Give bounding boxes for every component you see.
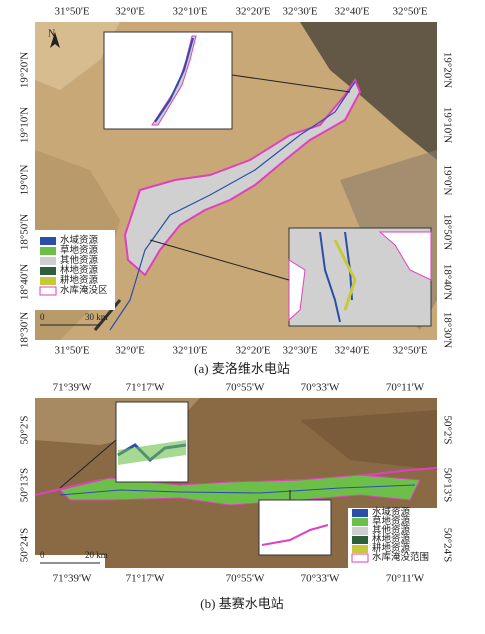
- longitude-label: 71°39'W: [53, 382, 92, 394]
- legend-label: 水库淹没区: [60, 284, 108, 296]
- legend-label: 草地资源: [60, 244, 99, 256]
- scale-zero: 0: [40, 550, 45, 560]
- legend-swatch: [40, 277, 56, 285]
- legend-label: 草地资源: [372, 515, 411, 527]
- latitude-label: 19°0'N: [19, 165, 31, 196]
- latitude-label: 18°30'N: [19, 312, 31, 348]
- longitude-label: 70°55'W: [226, 573, 265, 585]
- map-a: [35, 22, 437, 340]
- legend-swatch: [40, 257, 56, 265]
- longitude-label: 70°11'W: [386, 382, 425, 394]
- longitude-label: 31°50'E: [54, 6, 89, 18]
- legend-label: 耕地资源: [60, 274, 99, 286]
- latitude-label: 50°24'S: [441, 528, 453, 563]
- scale-zero: 0: [40, 312, 45, 322]
- latitude-label: 50°2'S: [441, 416, 453, 445]
- longitude-label: 70°55'W: [226, 382, 265, 394]
- longitude-label: 70°11'W: [386, 573, 425, 585]
- legend-swatch: [40, 237, 56, 245]
- longitude-label: 31°50'E: [54, 345, 89, 357]
- latitude-label: 18°50'N: [441, 214, 453, 250]
- legend-swatch: [352, 536, 368, 544]
- legend-label: 耕地资源: [372, 542, 411, 554]
- longitude-label: 71°17'W: [126, 382, 165, 394]
- longitude-label: 32°0'E: [115, 345, 145, 357]
- latitude-label: 18°40'N: [19, 264, 31, 300]
- legend-swatch: [40, 267, 56, 275]
- legend-label: 水库淹没范围: [372, 551, 429, 563]
- latitude-label: 19°10'N: [441, 107, 453, 143]
- longitude-label: 32°20'E: [235, 6, 270, 18]
- scale-distance: 30 km: [85, 312, 108, 322]
- longitude-label: 32°10'E: [172, 345, 207, 357]
- map-b: [34, 398, 438, 568]
- caption: (b) 基赛水电站: [200, 596, 283, 611]
- legend-label: 林地资源: [60, 264, 99, 276]
- legend-swatch: [351, 553, 369, 563]
- longitude-label: 32°30'E: [282, 345, 317, 357]
- latitude-label: 19°0'N: [441, 165, 453, 196]
- latitude-label: 18°50'N: [19, 214, 31, 250]
- latitude-label: 19°20'N: [441, 52, 453, 88]
- latitude-label: 19°10'N: [19, 107, 31, 143]
- longitude-label: 71°17'W: [126, 573, 165, 585]
- longitude-label: 32°20'E: [235, 345, 270, 357]
- longitude-label: 70°33'W: [301, 573, 340, 585]
- latitude-label: 50°2'S: [19, 416, 31, 445]
- north-arrow-label: N: [48, 28, 55, 39]
- longitude-label: 32°50'E: [392, 345, 427, 357]
- latitude-label: 19°20'N: [19, 52, 31, 88]
- legend-label: 其他资源: [60, 254, 99, 266]
- longitude-label: 70°33'W: [301, 382, 340, 394]
- legend-label: 其他资源: [372, 524, 411, 536]
- legend-swatch: [352, 509, 368, 517]
- latitude-label: 50°13'S: [19, 468, 31, 503]
- legend-swatch: [352, 545, 368, 553]
- longitude-label: 32°0'E: [115, 6, 145, 18]
- legend-label: 水域资源: [372, 506, 411, 518]
- legend-swatch: [40, 247, 56, 255]
- legend-swatch: [39, 286, 57, 296]
- longitude-label: 71°39'W: [53, 573, 92, 585]
- longitude-label: 32°10'E: [172, 6, 207, 18]
- latitude-label: 18°40'N: [441, 264, 453, 300]
- legend-label: 林地资源: [372, 533, 411, 545]
- scale-distance: 20 km: [85, 550, 108, 560]
- latitude-label: 50°24'S: [19, 528, 31, 563]
- legend-swatch: [352, 527, 368, 535]
- longitude-label: 32°40'E: [334, 345, 369, 357]
- legend-label: 水域资源: [60, 234, 99, 246]
- longitude-label: 32°40'E: [334, 6, 369, 18]
- latitude-label: 18°30'N: [441, 312, 453, 348]
- legend-swatch: [352, 518, 368, 526]
- latitude-label: 50°13'S: [441, 468, 453, 503]
- caption: (a) 麦洛维水电站: [194, 361, 290, 376]
- longitude-label: 32°30'E: [282, 6, 317, 18]
- longitude-label: 32°50'E: [392, 6, 427, 18]
